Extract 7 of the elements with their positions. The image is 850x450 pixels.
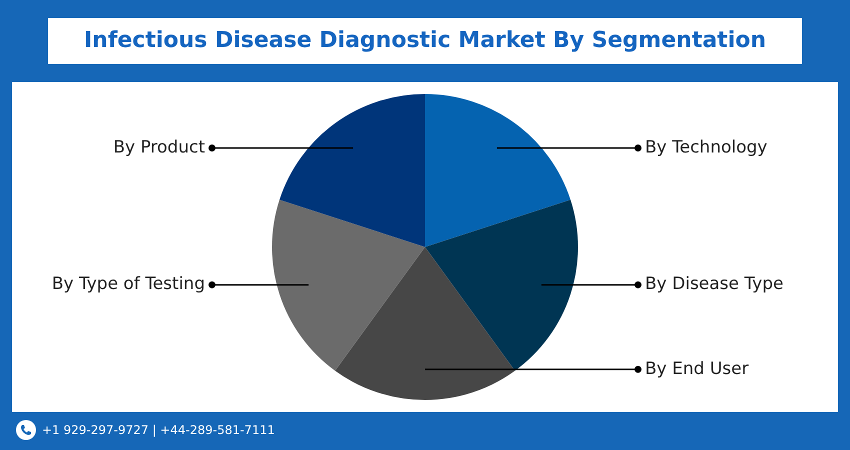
text: +1 929-297-9727 | +44-289-581-7111 bbox=[42, 423, 275, 437]
slice-label: By Product bbox=[113, 137, 206, 158]
slice-label: By End User bbox=[645, 358, 749, 379]
chart-title: Infectious Disease Diagnostic Market By Segmentation bbox=[48, 18, 802, 64]
slice-label: By Type of Testing bbox=[52, 274, 205, 294]
slice-label: By Disease Type bbox=[645, 274, 784, 294]
slice-label: By Technology bbox=[645, 137, 768, 158]
